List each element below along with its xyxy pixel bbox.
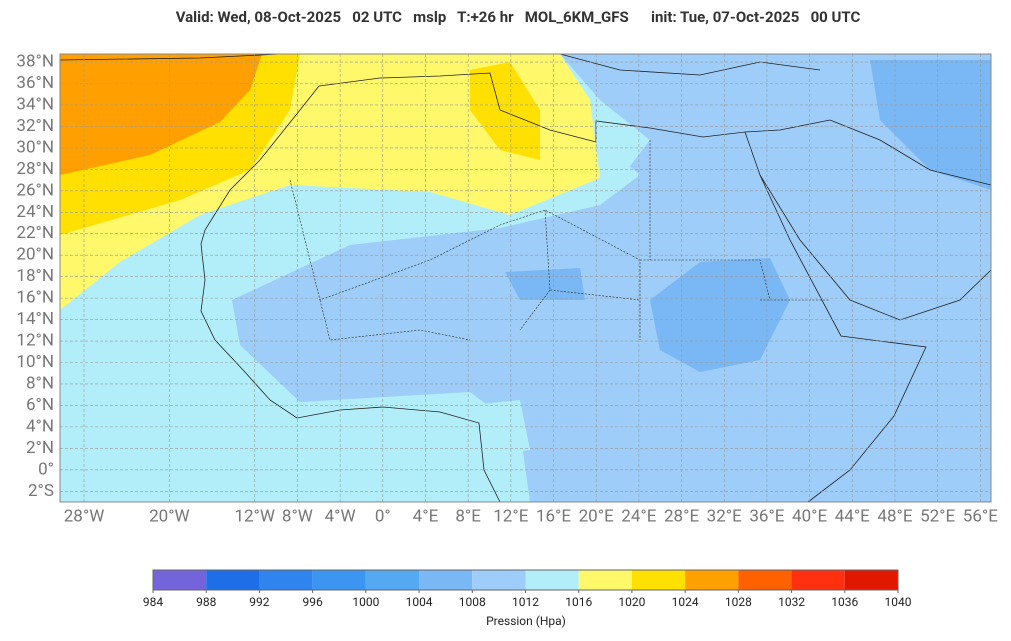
y-tick-label: 10°N	[16, 352, 54, 372]
colorbar-tick-label: 1012	[512, 595, 539, 609]
pressure-region	[60, 54, 262, 175]
x-tick-label: 8°W	[282, 506, 313, 526]
y-tick-label: 14°N	[16, 309, 54, 329]
x-tick-label: 24°E	[621, 506, 656, 526]
title: Valid: Wed, 08-Oct-2025 02 UTC mslp T:+2…	[176, 8, 861, 26]
colorbar-tick-label: 988	[196, 595, 216, 609]
pressure-region	[470, 62, 540, 160]
colorbar-swatch	[206, 570, 260, 590]
coastline	[200, 85, 501, 503]
x-tick-label: 8°E	[455, 506, 481, 526]
colorbar-tick-label: 992	[249, 595, 269, 609]
pressure-region	[870, 60, 991, 190]
x-tick-label: 36°E	[749, 506, 784, 526]
y-tick-label: 28°N	[16, 159, 54, 179]
border	[289, 140, 830, 341]
colorbar-swatch	[259, 570, 313, 590]
colorbar-tick-label: 1028	[725, 595, 752, 609]
colorbar-tick-label: 996	[303, 595, 323, 609]
x-tick-label: 40°E	[792, 506, 827, 526]
colorbar-tick-label: 1024	[672, 595, 699, 609]
x-tick-label: 56°E	[963, 506, 998, 526]
y-tick-label: 0°	[38, 459, 54, 479]
y-tick-label: 2°S	[28, 481, 54, 501]
y-tick-label: 34°N	[16, 94, 54, 114]
colorbar-swatch	[472, 570, 526, 590]
colorbar-tick-label: 1036	[831, 595, 858, 609]
colorbar-swatch	[312, 570, 366, 590]
x-tick-label: 28°E	[664, 506, 699, 526]
y-tick-label: 8°N	[26, 373, 54, 393]
y-tick-label: 36°N	[16, 73, 54, 93]
y-tick-label: 26°N	[16, 180, 54, 200]
pressure-region	[650, 258, 790, 372]
y-tick-label: 6°N	[26, 395, 54, 415]
pressure-region	[505, 268, 585, 300]
y-tick-label: 4°N	[26, 416, 54, 436]
y-tick-label: 38°N	[16, 52, 54, 72]
y-tick-label: 2°N	[26, 438, 54, 458]
y-tick-label: 18°N	[16, 266, 54, 286]
colorbar-swatch	[685, 570, 739, 590]
x-tick-label: 44°E	[835, 506, 870, 526]
x-tick-label: 12°W	[234, 506, 275, 526]
map-frame	[59, 53, 992, 503]
x-tick-label: 12°E	[493, 506, 528, 526]
colorbar-tick-label: 1008	[459, 595, 486, 609]
coastline	[744, 119, 992, 321]
colorbar-swatch	[844, 570, 898, 590]
x-tick-label: 28°W	[64, 506, 105, 526]
y-tick-label: 12°N	[16, 331, 54, 351]
pressure-region	[232, 54, 991, 502]
y-tick-label: 20°N	[16, 245, 54, 265]
colorbar-label: Pression (Hpa)	[486, 614, 566, 628]
colorbar-tick-label: 1032	[778, 595, 805, 609]
x-tick-label: 20°W	[149, 506, 190, 526]
x-tick-label: 32°E	[707, 506, 742, 526]
x-tick-label: 52°E	[920, 506, 955, 526]
colorbar-tick-label: 1020	[618, 595, 645, 609]
colorbar-swatch	[153, 570, 207, 590]
y-tick-label: 16°N	[16, 288, 54, 308]
coastline	[59, 53, 821, 76]
colorbar-swatch	[419, 570, 473, 590]
colorbar-tick-label: 1000	[352, 595, 379, 609]
coastline	[318, 72, 927, 503]
x-tick-label: 16°E	[536, 506, 571, 526]
colorbar-tick-label: 1016	[565, 595, 592, 609]
map	[59, 53, 992, 503]
colorbar-swatch	[738, 570, 792, 590]
y-tick-label: 24°N	[16, 202, 54, 222]
colorbar-tick-label: 984	[143, 595, 163, 609]
x-tick-label: 48°E	[877, 506, 912, 526]
colorbar-swatch	[631, 570, 686, 590]
x-tick-label: 4°W	[325, 506, 356, 526]
colorbar-swatch	[791, 570, 845, 590]
colorbar-swatch	[578, 570, 632, 590]
colorbar-swatch	[365, 570, 420, 590]
pressure-region	[420, 400, 530, 460]
colorbar-swatch	[525, 570, 579, 590]
y-tick-label: 30°N	[16, 137, 54, 157]
colorbar-tick-label: 1004	[406, 595, 433, 609]
colorbar-tick-label: 1040	[885, 595, 912, 609]
x-tick-label: 20°E	[579, 506, 614, 526]
x-tick-label: 0°	[375, 506, 391, 526]
x-tick-label: 4°E	[413, 506, 439, 526]
y-tick-label: 22°N	[16, 223, 54, 243]
y-tick-label: 32°N	[16, 116, 54, 136]
